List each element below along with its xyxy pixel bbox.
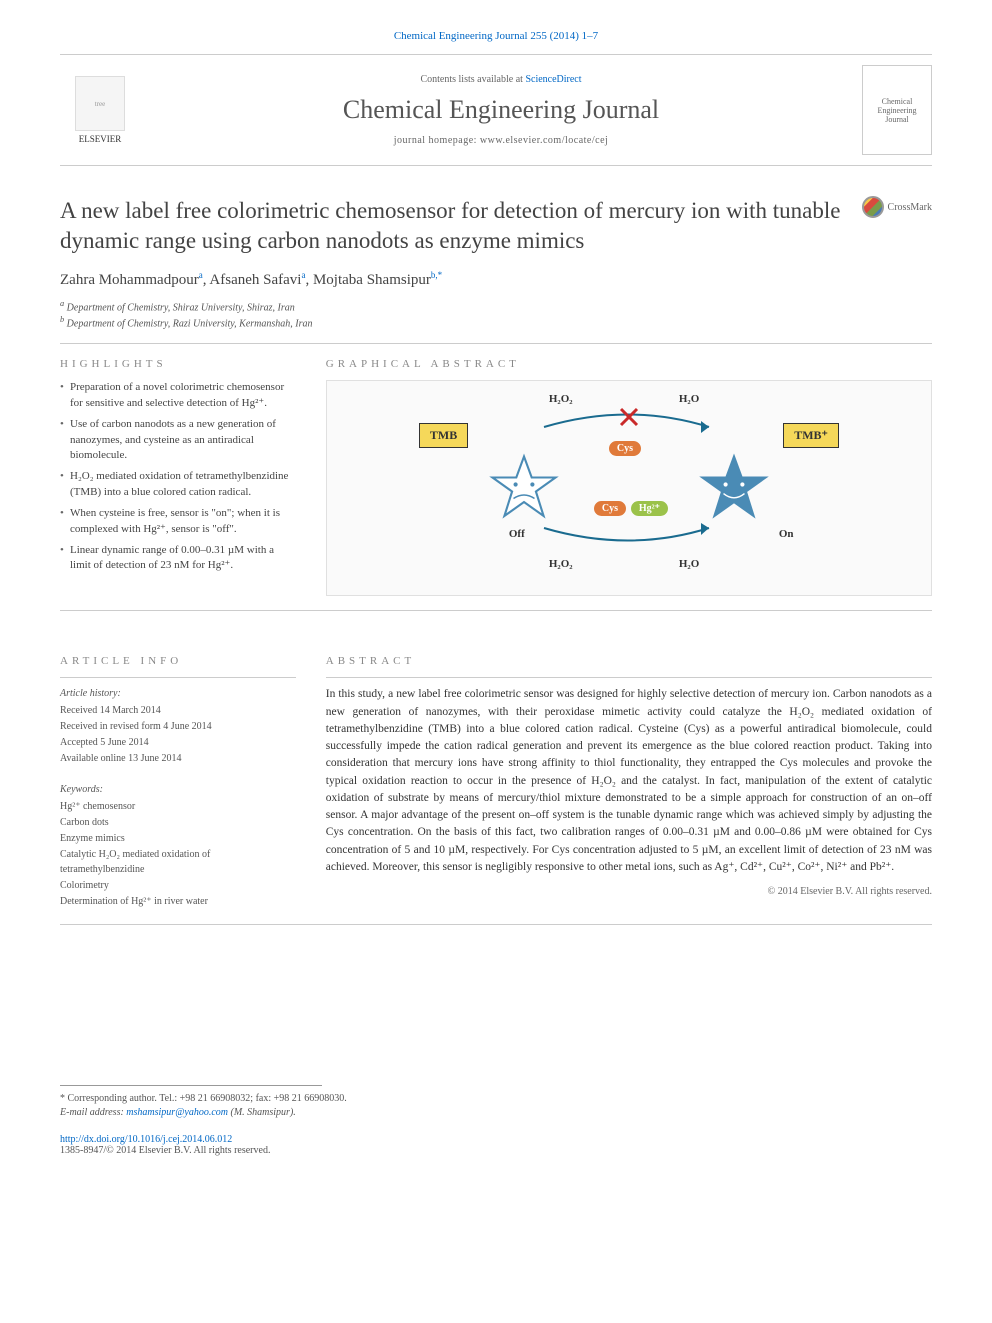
highlight-item: Linear dynamic range of 0.00–0.31 µM wit… [60,543,296,574]
abstract-copyright: © 2014 Elsevier B.V. All rights reserved… [326,886,932,897]
ga-arrow-top [539,407,719,433]
author-3-sup: b,* [431,270,442,280]
homepage-prefix: journal homepage: [394,135,480,146]
affiliations: a Department of Chemistry, Shiraz Univer… [60,299,932,330]
cover-l1: Chemical [882,97,913,106]
graphical-abstract-label: GRAPHICAL ABSTRACT [326,358,932,370]
ga-cys-mid: Cys [594,501,626,516]
ga-h2o-top: H₂O [679,393,699,405]
keywords: Keywords: Hg²⁺ chemosensor Carbon dots E… [60,782,296,909]
keywords-label: Keywords: [60,782,296,797]
ga-cys-top: Cys [609,441,641,456]
corr-text: Corresponding author. Tel.: +98 21 66908… [68,1093,347,1104]
corr-email-link[interactable]: mshamsipur@yahoo.com [126,1107,228,1118]
ga-diagram: H₂O₂ H₂O TMB TMB⁺ Cys [419,393,839,583]
separator [60,610,932,611]
cover-l2: Engineering [877,106,916,115]
history-item: Received in revised form 4 June 2014 [60,719,296,734]
email-label: E-mail address: [60,1107,124,1118]
affiliation-a: a Department of Chemistry, Shiraz Univer… [60,299,932,313]
author-3: Mojtaba Shamsipur [313,272,431,288]
ga-hg-mid: Hg²⁺ [631,501,668,516]
ga-star-on [699,453,769,523]
history-item: Accepted 5 June 2014 [60,735,296,750]
sciencedirect-link[interactable]: ScienceDirect [525,74,581,85]
highlight-item: Preparation of a novel colorimetric chem… [60,380,296,411]
journal-ref-link[interactable]: Chemical Engineering Journal 255 (2014) … [394,30,598,42]
aff-sup-b: b [60,315,64,324]
homepage-url: www.elsevier.com/locate/cej [480,135,608,146]
publisher-logo: tree ELSEVIER [60,76,140,144]
aff-text-b: Department of Chemistry, Razi University… [67,318,313,329]
ga-arrow-bottom [539,523,719,553]
ga-h2o2-bot: H₂O₂ [549,558,573,570]
email-suffix: (M. Shamsipur). [231,1107,296,1118]
separator [60,924,932,925]
ga-on-label: On [779,528,794,540]
abstract-text: In this study, a new label free colorime… [326,686,932,876]
ga-h2o2-top: H₂O₂ [549,393,573,405]
article-info-label: ARTICLE INFO [60,655,296,667]
author-1: Zahra Mohammadpour [60,272,199,288]
header-center: Contents lists available at ScienceDirec… [140,74,862,146]
article-history: Article history: Received 14 March 2014 … [60,686,296,766]
history-label: Article history: [60,686,296,701]
contents-line: Contents lists available at ScienceDirec… [140,74,862,85]
author-2: Afsaneh Safavi [209,272,301,288]
journal-reference: Chemical Engineering Journal 255 (2014) … [60,30,932,42]
abstract-label: ABSTRACT [326,655,932,667]
keyword-item: Determination of Hg²⁺ in river water [60,894,296,909]
separator [326,677,932,678]
author-1-sup: a [199,270,203,280]
author-2-sup: a [301,270,305,280]
keyword-item: Hg²⁺ chemosensor [60,799,296,814]
keyword-item: Carbon dots [60,815,296,830]
crossmark-badge[interactable]: CrossMark [862,196,932,218]
homepage-line: journal homepage: www.elsevier.com/locat… [140,135,862,146]
authors: Zahra Mohammadpoura, Afsaneh Safavia, Mo… [60,270,932,289]
ga-off-label: Off [509,528,525,540]
ga-h2o-bot: H₂O [679,558,699,570]
article-title: A new label free colorimetric chemosenso… [60,196,850,256]
highlight-item: Use of carbon nanodots as a new generati… [60,417,296,463]
ga-tmbplus-box: TMB⁺ [783,423,839,448]
doi-link[interactable]: http://dx.doi.org/10.1016/j.cej.2014.06.… [60,1134,232,1145]
issn-line: 1385-8947/© 2014 Elsevier B.V. All right… [60,1145,932,1156]
publisher-name: ELSEVIER [79,134,122,144]
doi-block: http://dx.doi.org/10.1016/j.cej.2014.06.… [60,1134,932,1156]
contents-prefix: Contents lists available at [420,74,525,85]
elsevier-tree-icon: tree [75,76,125,131]
history-item: Available online 13 June 2014 [60,751,296,766]
keyword-item: Enzyme mimics [60,831,296,846]
keyword-item: Colorimetry [60,878,296,893]
history-item: Received 14 March 2014 [60,703,296,718]
footnotes: * Corresponding author. Tel.: +98 21 669… [60,1092,932,1120]
highlights-label: HIGHLIGHTS [60,358,296,370]
journal-title: Chemical Engineering Journal [140,95,862,125]
crossmark-label: CrossMark [888,202,932,213]
cover-l3: Journal [885,115,909,124]
corr-marker: * [60,1093,65,1104]
aff-text-a: Department of Chemistry, Shiraz Universi… [67,302,295,313]
journal-header: tree ELSEVIER Contents lists available a… [60,54,932,166]
affiliation-b: b Department of Chemistry, Razi Universi… [60,315,932,329]
aff-sup-a: a [60,299,64,308]
separator [60,677,296,678]
ga-tmb-box: TMB [419,423,468,448]
crossmark-icon [862,196,884,218]
separator [60,343,932,344]
ga-star-off [489,453,559,523]
keyword-item: Catalytic H₂O₂ mediated oxidation of tet… [60,847,296,877]
journal-cover-thumb: Chemical Engineering Journal [862,65,932,155]
graphical-abstract: H₂O₂ H₂O TMB TMB⁺ Cys [326,380,932,596]
highlight-item: When cysteine is free, sensor is "on"; w… [60,506,296,537]
highlights-list: Preparation of a novel colorimetric chem… [60,380,296,573]
highlight-item: H₂O₂ mediated oxidation of tetramethylbe… [60,469,296,500]
footnote-separator [60,1085,322,1086]
